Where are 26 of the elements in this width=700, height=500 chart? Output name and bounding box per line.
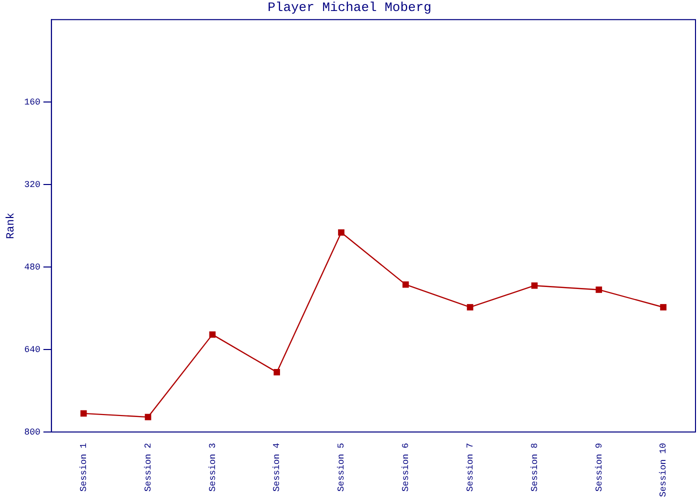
point [402,281,409,288]
point [596,286,602,293]
x-tick-label: Session 5 [336,442,347,492]
point [80,410,87,417]
y-tick-label: 480 [24,262,40,272]
point [209,331,216,338]
point [660,304,666,310]
chart-title: Player Michael Moberg [268,0,432,16]
x-tick-label: Session 3 [208,442,218,492]
x-tick-label: Session 10 [658,442,669,498]
point [466,304,474,310]
x-tick-label: Session 1 [79,442,89,492]
x-tick-label: Session 8 [530,442,540,492]
y-tick-label: 640 [24,344,40,355]
x-tick-label: Session 2 [143,442,154,492]
y-tick-label: 320 [24,180,40,190]
x-tick-label: Session 4 [272,442,282,492]
x-tick-label: Session 7 [465,442,476,492]
point [338,229,344,236]
x-tick-label: Session 6 [401,442,412,492]
point [274,369,280,376]
x-tick-label: Session 9 [594,442,604,492]
y-axis-title: Rank [6,212,18,239]
point [531,282,538,289]
y-tick-label: 160 [24,97,40,108]
y-tick-label: 800 [24,427,40,438]
